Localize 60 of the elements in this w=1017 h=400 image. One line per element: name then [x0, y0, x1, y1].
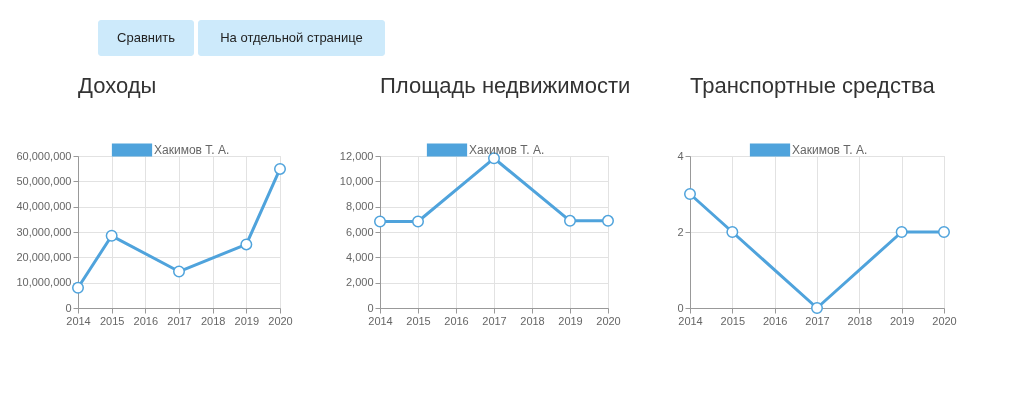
x-tick-label: 2017: [482, 314, 507, 327]
x-tick-label: 2016: [762, 314, 788, 327]
legend-label: Хакимов Т. А.: [469, 143, 545, 157]
x-tick-label: 2015: [406, 314, 431, 327]
x-tick-label: 2019: [234, 314, 260, 327]
y-tick-label: 2: [677, 225, 684, 238]
text: На отдельной странице: [220, 30, 363, 45]
x-tick-label: 2020: [596, 314, 621, 327]
y-tick-label: 0: [677, 301, 684, 314]
y-tick-label: 50,000,000: [16, 174, 72, 187]
x-tick-label: 2014: [678, 314, 703, 327]
y-tick-label: 8,000: [345, 200, 374, 213]
point: [274, 162, 286, 175]
point: [105, 229, 118, 242]
point: [684, 188, 696, 200]
x-tick-label: 2015: [720, 314, 746, 327]
y-tick-label: 2,000: [345, 276, 374, 289]
x-tick-label: 2016: [133, 314, 159, 327]
x-tick-label: 2019: [889, 314, 915, 327]
point: [72, 281, 84, 294]
x-tick-label: 2015: [99, 314, 125, 327]
point: [895, 226, 908, 238]
x-tick-label: 2018: [847, 314, 873, 327]
y-tick-label: 30,000,000: [16, 225, 72, 238]
legend-label: Хакимов Т. А.: [154, 143, 230, 157]
point: [173, 265, 185, 278]
chart-title: Доходы: [78, 73, 157, 98]
point: [726, 226, 739, 238]
x-tick-label: 2020: [932, 314, 957, 327]
chart-title: Площадь недвижимости: [380, 73, 631, 98]
y-tick-label: 60,000,000: [16, 149, 72, 162]
x-tick-label: 2017: [167, 314, 192, 327]
x-tick-label: 2014: [368, 314, 393, 327]
y-tick-label: 10,000: [339, 174, 374, 187]
chart-title: Транспортные средства: [690, 73, 936, 98]
x-tick-label: 2016: [444, 314, 469, 327]
point: [374, 215, 386, 228]
x-tick-label: 2018: [200, 314, 226, 327]
y-tick-label: 6,000: [345, 225, 374, 238]
x-tick-label: 2017: [805, 314, 830, 327]
point: [240, 238, 253, 251]
y-tick-label: 40,000,000: [16, 200, 72, 213]
x-tick-label: 2020: [268, 314, 293, 327]
y-tick-label: 0: [367, 301, 374, 314]
point: [938, 226, 950, 238]
y-tick-label: 0: [65, 301, 72, 314]
x-tick-label: 2014: [66, 314, 91, 327]
x-tick-label: 2019: [558, 314, 583, 327]
x-tick-label: 2018: [520, 314, 545, 327]
point: [412, 215, 424, 228]
y-tick-label: 10,000,000: [16, 276, 72, 289]
text: Сравнить: [117, 30, 176, 45]
y-tick-label: 20,000,000: [16, 250, 72, 263]
y-tick-label: 12,000: [339, 149, 374, 162]
y-tick-label: 4,000: [345, 250, 374, 263]
point: [602, 214, 614, 227]
y-tick-label: 4: [677, 149, 684, 162]
point: [564, 214, 576, 227]
legend-label: Хакимов Т. А.: [792, 143, 868, 157]
point: [811, 302, 823, 314]
